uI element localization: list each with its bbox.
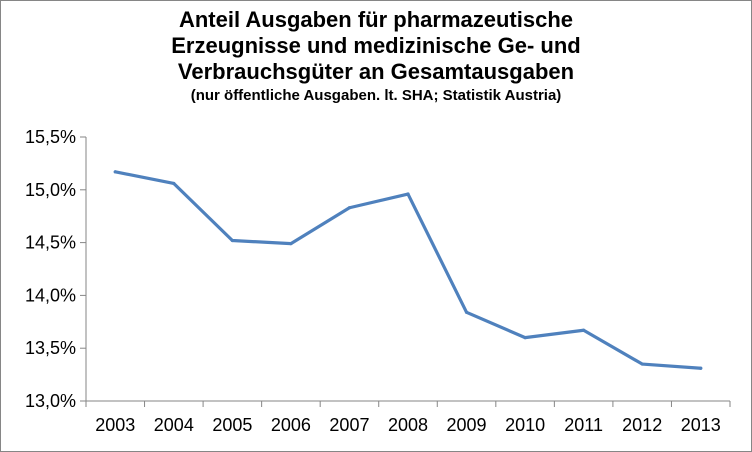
data-point [113, 170, 117, 174]
y-tick-label: 14,0% [25, 285, 76, 305]
x-tick-label: 2007 [329, 415, 369, 435]
data-point [289, 242, 293, 246]
data-point [582, 328, 586, 332]
data-point [230, 238, 234, 243]
chart-subtitle: (nur öffentliche Ausgaben. lt. SHA; Stat… [190, 87, 562, 104]
chart-title: Anteil Ausgaben für pharmazeutische Erze… [1, 7, 751, 106]
data-point [640, 362, 644, 366]
data-point [699, 366, 703, 370]
x-tick-label: 2003 [95, 415, 135, 435]
x-tick-label: 2005 [212, 415, 252, 435]
x-tick-label: 2006 [271, 415, 311, 435]
chart-title-line-3: Verbrauchsgüter an Gesamtausgaben [177, 59, 575, 84]
x-tick-label: 2011 [564, 415, 603, 435]
data-point [406, 192, 410, 196]
x-tick-label: 2009 [447, 415, 487, 435]
x-tick-label: 2004 [154, 415, 194, 435]
chart-title-line-2: Erzeugnisse und medizinische Ge- und [171, 33, 581, 58]
x-tick-label: 2008 [388, 415, 428, 435]
data-point [523, 336, 527, 340]
y-tick-label: 15,0% [25, 180, 76, 200]
y-tick-label: 15,5% [25, 127, 76, 147]
x-tick-label: 2010 [505, 415, 545, 435]
y-tick-label: 14,5% [25, 233, 76, 253]
data-point [172, 181, 176, 186]
x-tick-label: 2012 [622, 415, 662, 435]
data-point [464, 310, 469, 314]
data-point [347, 206, 352, 210]
y-tick-label: 13,5% [25, 338, 76, 358]
y-tick-label: 13,0% [25, 391, 76, 411]
chart-title-line-1: Anteil Ausgaben für pharmazeutische [178, 7, 574, 32]
x-tick-label: 2013 [681, 415, 721, 435]
series-line [113, 170, 703, 370]
